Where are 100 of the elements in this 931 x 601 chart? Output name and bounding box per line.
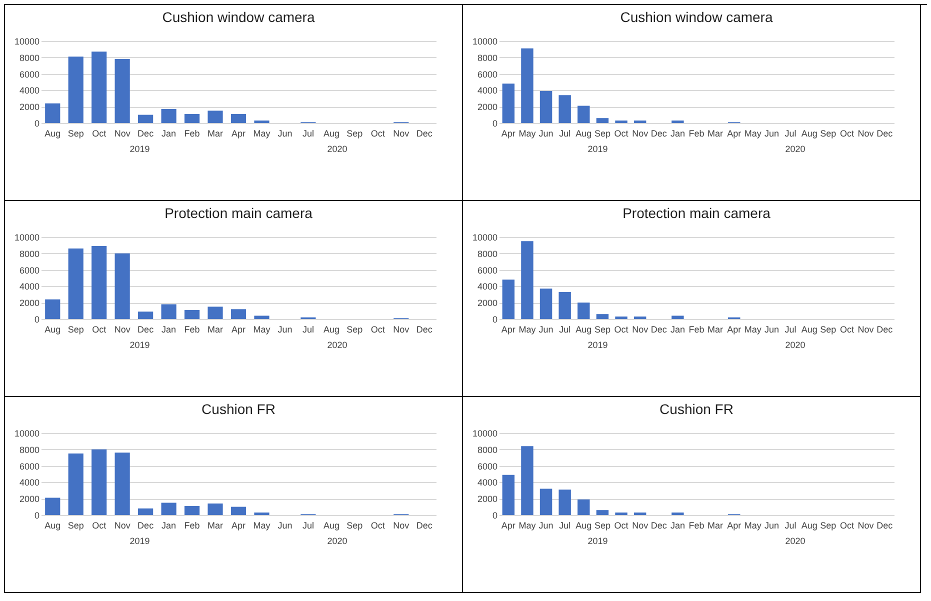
y-tick-label: 0 (492, 314, 498, 324)
y-tick-label: 10000 (472, 232, 498, 242)
x-tick-label: Apr (727, 128, 742, 138)
text: 2019 (130, 536, 150, 546)
y-tick-label: 6000 (19, 265, 40, 276)
x-tick-label: Mar (708, 520, 724, 530)
x-tick-label: Dec (876, 128, 894, 138)
y-tick-label: 2000 (477, 494, 498, 504)
y-tick-label: 6000 (19, 461, 40, 472)
y-tick-label: 0 (34, 314, 40, 324)
x-tick-label: Dec (876, 520, 894, 530)
x-tick-label: Sep (594, 128, 610, 138)
x-tick-label: Sep (346, 324, 363, 334)
x-tick-label: Aug (576, 520, 592, 530)
y-tick-label: 4000 (19, 282, 40, 292)
x-tick-label: Jan (162, 128, 176, 138)
x-tick-label: Jun (764, 128, 779, 138)
y-tick-label: 8000 (19, 444, 40, 455)
x-tick-label: Feb (184, 128, 200, 138)
x-tick-label: Aug (576, 128, 592, 138)
x-tick-label: Oct (370, 520, 386, 530)
x-tick-label: Dec (416, 324, 433, 334)
y-tick-label: 6000 (477, 461, 498, 472)
x-tick-label: Nov (858, 324, 874, 334)
y-tick-label: 10000 (14, 428, 40, 438)
x-tick-label: Apr (231, 520, 246, 530)
x-tick-label: Oct (614, 128, 629, 138)
x-tick-label: Dec (416, 520, 433, 530)
y-tick-label: 10000 (14, 36, 40, 46)
x-tick-label: Nov (114, 324, 131, 334)
x-tick-label: Dec (138, 520, 154, 530)
x-tick-label: Sep (594, 324, 610, 334)
x-tick-label: Nov (393, 128, 410, 138)
x-tick-label: Oct (370, 324, 386, 334)
x-tick-label: Sep (346, 128, 363, 138)
text: 2019 (130, 340, 150, 350)
x-tick-label: May (253, 324, 271, 334)
x-tick-label: Nov (114, 128, 131, 138)
x-tick-label: Nov (114, 520, 131, 530)
x-tick-label: May (253, 520, 271, 530)
chart-title: Cushion window camera (620, 9, 773, 25)
text: 2020 (327, 144, 348, 154)
x-tick-label: Nov (393, 520, 410, 530)
x-tick-label: Nov (858, 520, 874, 530)
x-tick-label: Aug (323, 324, 340, 334)
x-tick-label: Mar (208, 520, 224, 530)
x-tick-label: Feb (688, 520, 704, 530)
chart-title: Cushion window camera (162, 9, 315, 25)
x-tick-label: Apr (231, 128, 246, 138)
x-tick-label: Jan (162, 520, 176, 530)
x-tick-label: Apr (501, 520, 516, 530)
x-tick-label: Aug (323, 520, 340, 530)
y-tick-label: 10000 (472, 36, 498, 46)
x-tick-label: Feb (688, 128, 704, 138)
x-tick-label: Nov (393, 324, 410, 334)
x-tick-label: Jun (278, 520, 292, 530)
x-tick-label: Apr (501, 128, 516, 138)
y-tick-label: 8000 (19, 52, 40, 63)
y-tick-label: 0 (34, 118, 40, 128)
x-tick-label: Apr (501, 324, 516, 334)
x-tick-label: Aug (44, 520, 61, 530)
x-tick-label: Jun (538, 128, 554, 138)
y-tick-label: 4000 (477, 282, 498, 292)
x-tick-label: Jan (670, 324, 685, 334)
x-tick-label: Dec (650, 324, 668, 334)
x-tick-label: Jun (764, 520, 779, 530)
x-tick-label: Jul (559, 128, 571, 138)
x-tick-label: Jun (278, 324, 292, 334)
y-tick-label: 4000 (19, 478, 40, 488)
chart-title: Protection main camera (622, 205, 771, 221)
chart-title: Cushion FR (660, 401, 734, 417)
x-tick-label: Oct (840, 324, 854, 334)
x-tick-label: Dec (138, 128, 154, 138)
x-tick-label: Jan (670, 128, 685, 138)
x-tick-label: Jun (764, 324, 779, 334)
x-tick-label: Sep (820, 128, 836, 138)
text: 2020 (327, 536, 348, 546)
x-tick-label: May (744, 520, 762, 530)
x-tick-label: Mar (708, 128, 724, 138)
y-tick-label: 10000 (472, 428, 498, 438)
x-tick-label: Oct (92, 324, 107, 334)
x-tick-label: Mar (208, 324, 224, 334)
chart-title: Cushion FR (202, 401, 276, 417)
x-tick-label: Sep (346, 520, 363, 530)
text: 2020 (785, 144, 806, 154)
y-tick-label: 0 (34, 510, 40, 520)
y-tick-label: 6000 (477, 265, 498, 276)
x-tick-label: Oct (92, 520, 107, 530)
x-tick-label: Jan (162, 324, 176, 334)
x-tick-label: Oct (614, 520, 629, 530)
x-tick-label: Aug (44, 324, 61, 334)
x-tick-label: May (744, 324, 762, 334)
x-tick-label: Jul (559, 520, 571, 530)
x-tick-label: Oct (840, 128, 854, 138)
text: 2020 (327, 340, 348, 350)
x-tick-label: May (518, 520, 536, 530)
x-tick-label: Oct (92, 128, 107, 138)
y-tick-label: 2000 (477, 298, 498, 308)
x-tick-label: Aug (323, 128, 340, 138)
x-tick-label: Jul (784, 520, 796, 530)
